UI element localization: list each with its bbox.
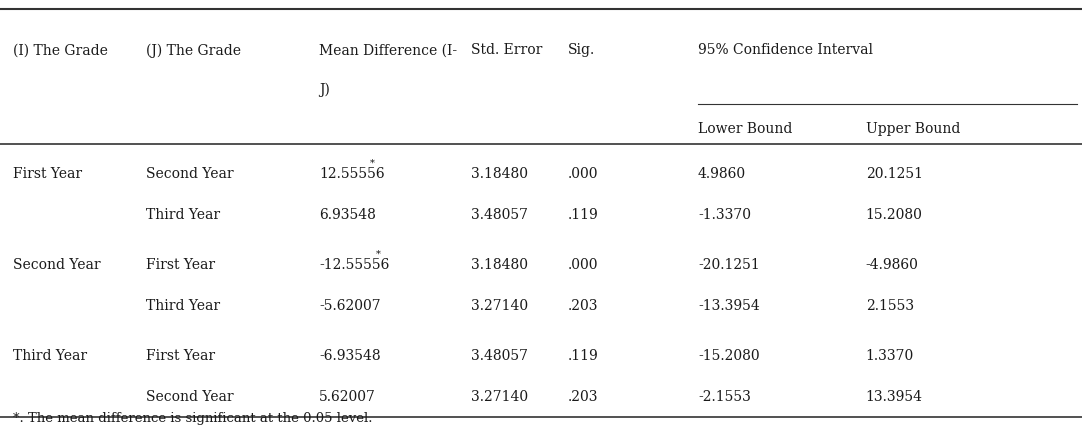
- Text: 3.48057: 3.48057: [471, 349, 528, 363]
- Text: 3.48057: 3.48057: [471, 208, 528, 222]
- Text: *. The mean difference is significant at the 0.05 level.: *. The mean difference is significant at…: [13, 412, 372, 425]
- Text: (J) The Grade: (J) The Grade: [146, 43, 241, 58]
- Text: -4.9860: -4.9860: [866, 258, 919, 272]
- Text: 4.9860: 4.9860: [698, 167, 745, 181]
- Text: First Year: First Year: [146, 349, 215, 363]
- Text: 6.93548: 6.93548: [319, 208, 377, 222]
- Text: 3.27140: 3.27140: [471, 390, 528, 404]
- Text: Second Year: Second Year: [13, 258, 101, 272]
- Text: 3.27140: 3.27140: [471, 299, 528, 313]
- Text: Std. Error: Std. Error: [471, 43, 542, 57]
- Text: Upper Bound: Upper Bound: [866, 122, 960, 135]
- Text: .203: .203: [568, 299, 598, 313]
- Text: -5.62007: -5.62007: [319, 299, 381, 313]
- Text: Sig.: Sig.: [568, 43, 595, 57]
- Text: Second Year: Second Year: [146, 390, 234, 404]
- Text: 13.3954: 13.3954: [866, 390, 923, 404]
- Text: 2.1553: 2.1553: [866, 299, 913, 313]
- Text: *: *: [369, 158, 374, 167]
- Text: Third Year: Third Year: [146, 208, 221, 222]
- Text: -12.55556: -12.55556: [319, 258, 390, 272]
- Text: (I) The Grade: (I) The Grade: [13, 43, 108, 57]
- Text: 1.3370: 1.3370: [866, 349, 914, 363]
- Text: -20.1251: -20.1251: [698, 258, 760, 272]
- Text: .119: .119: [568, 208, 598, 222]
- Text: Lower Bound: Lower Bound: [698, 122, 792, 135]
- Text: 12.55556: 12.55556: [319, 167, 385, 181]
- Text: -2.1553: -2.1553: [698, 390, 751, 404]
- Text: Third Year: Third Year: [146, 299, 221, 313]
- Text: 20.1251: 20.1251: [866, 167, 923, 181]
- Text: 95% Confidence Interval: 95% Confidence Interval: [698, 43, 873, 57]
- Text: .000: .000: [568, 167, 598, 181]
- Text: 5.62007: 5.62007: [319, 390, 377, 404]
- Text: -13.3954: -13.3954: [698, 299, 760, 313]
- Text: 15.2080: 15.2080: [866, 208, 923, 222]
- Text: J): J): [319, 82, 330, 97]
- Text: Mean Difference (I-: Mean Difference (I-: [319, 43, 458, 57]
- Text: -1.3370: -1.3370: [698, 208, 751, 222]
- Text: -6.93548: -6.93548: [319, 349, 381, 363]
- Text: *: *: [375, 250, 381, 258]
- Text: Third Year: Third Year: [13, 349, 88, 363]
- Text: First Year: First Year: [13, 167, 82, 181]
- Text: .000: .000: [568, 258, 598, 272]
- Text: Second Year: Second Year: [146, 167, 234, 181]
- Text: 3.18480: 3.18480: [471, 258, 528, 272]
- Text: .203: .203: [568, 390, 598, 404]
- Text: First Year: First Year: [146, 258, 215, 272]
- Text: -15.2080: -15.2080: [698, 349, 760, 363]
- Text: .119: .119: [568, 349, 598, 363]
- Text: 3.18480: 3.18480: [471, 167, 528, 181]
